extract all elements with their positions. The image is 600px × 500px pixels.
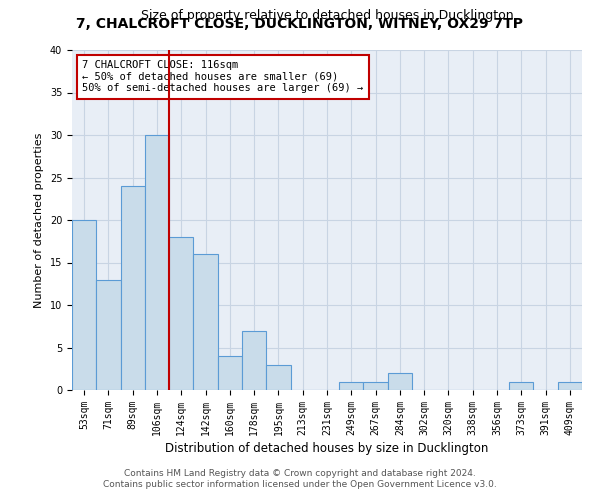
Bar xyxy=(218,356,242,390)
Bar xyxy=(193,254,218,390)
Y-axis label: Number of detached properties: Number of detached properties xyxy=(34,132,44,308)
Bar xyxy=(339,382,364,390)
Bar xyxy=(388,373,412,390)
Bar xyxy=(266,364,290,390)
Text: 7 CHALCROFT CLOSE: 116sqm
← 50% of detached houses are smaller (69)
50% of semi-: 7 CHALCROFT CLOSE: 116sqm ← 50% of detac… xyxy=(82,60,364,94)
Bar xyxy=(242,330,266,390)
Bar xyxy=(145,135,169,390)
Bar xyxy=(558,382,582,390)
Bar xyxy=(96,280,121,390)
Title: Size of property relative to detached houses in Ducklington: Size of property relative to detached ho… xyxy=(140,10,514,22)
Bar xyxy=(169,237,193,390)
X-axis label: Distribution of detached houses by size in Ducklington: Distribution of detached houses by size … xyxy=(166,442,488,455)
Text: Contains public sector information licensed under the Open Government Licence v3: Contains public sector information licen… xyxy=(103,480,497,489)
Bar xyxy=(509,382,533,390)
Bar xyxy=(72,220,96,390)
Bar xyxy=(121,186,145,390)
Text: 7, CHALCROFT CLOSE, DUCKLINGTON, WITNEY, OX29 7TP: 7, CHALCROFT CLOSE, DUCKLINGTON, WITNEY,… xyxy=(77,18,523,32)
Text: Contains HM Land Registry data © Crown copyright and database right 2024.: Contains HM Land Registry data © Crown c… xyxy=(124,468,476,477)
Bar xyxy=(364,382,388,390)
